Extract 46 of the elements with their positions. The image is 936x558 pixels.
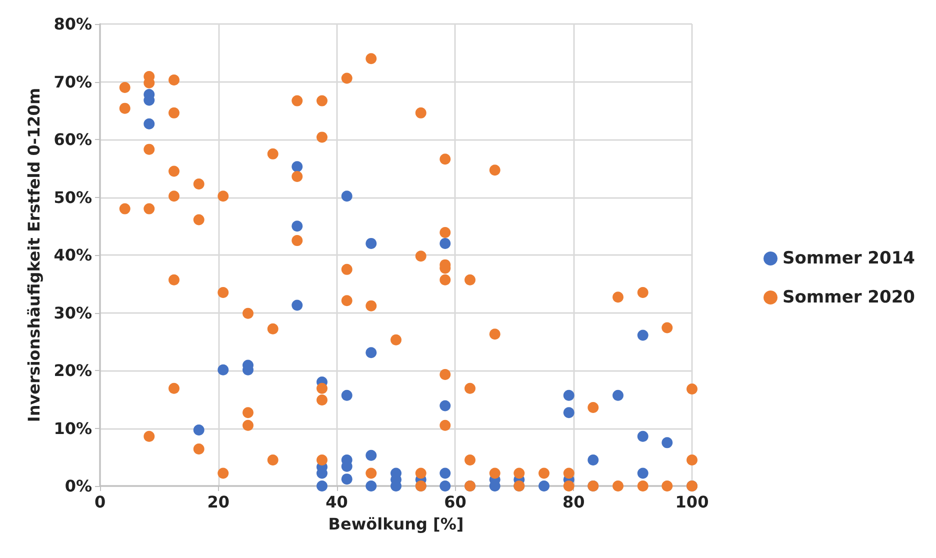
point	[144, 118, 155, 130]
point	[316, 480, 328, 492]
legend-label: Sommer 2020	[782, 288, 916, 308]
point	[341, 474, 352, 485]
point	[341, 390, 352, 401]
point	[292, 220, 303, 232]
point	[637, 330, 648, 341]
point	[366, 450, 377, 461]
point	[440, 468, 451, 479]
y-tick-label: 20%	[54, 361, 92, 380]
x-tick-label: 0	[94, 492, 106, 512]
y-tick-label: 0%	[64, 476, 92, 496]
point	[218, 364, 229, 376]
y-tick-label: 10%	[54, 418, 92, 438]
point	[193, 424, 204, 436]
point	[366, 347, 377, 358]
y-tick-label: 80%	[54, 14, 92, 34]
point	[662, 437, 673, 448]
point	[292, 161, 303, 172]
x-axis-title: Bewölkung [%]	[328, 514, 464, 534]
y-axis-title: Inversionshäufigkeit Erstfeld 0-120m	[24, 88, 44, 422]
point	[341, 190, 352, 202]
point	[440, 400, 451, 412]
y-tick-label: 50%	[54, 188, 92, 207]
point	[366, 238, 377, 249]
point	[588, 454, 599, 466]
y-tick-label: 70%	[54, 72, 92, 92]
y-tick-label: 30%	[54, 303, 92, 322]
x-tick-label: 80	[562, 492, 585, 512]
x-tick-label: 20	[207, 492, 230, 512]
point	[563, 407, 574, 418]
point	[538, 480, 550, 492]
x-tick-label: 40	[326, 492, 348, 512]
x-tick-label: 100	[675, 492, 709, 512]
y-tick-label: 60%	[54, 130, 92, 149]
point	[637, 468, 648, 479]
legend-label: Sommer 2014	[782, 248, 916, 268]
x-tick-label: 60	[444, 492, 466, 512]
point	[563, 390, 574, 401]
point	[612, 390, 624, 401]
y-tick-label: 40%	[54, 246, 92, 264]
point	[366, 480, 377, 492]
point	[292, 300, 303, 311]
point	[637, 430, 648, 442]
point	[440, 238, 451, 249]
point	[440, 480, 451, 492]
